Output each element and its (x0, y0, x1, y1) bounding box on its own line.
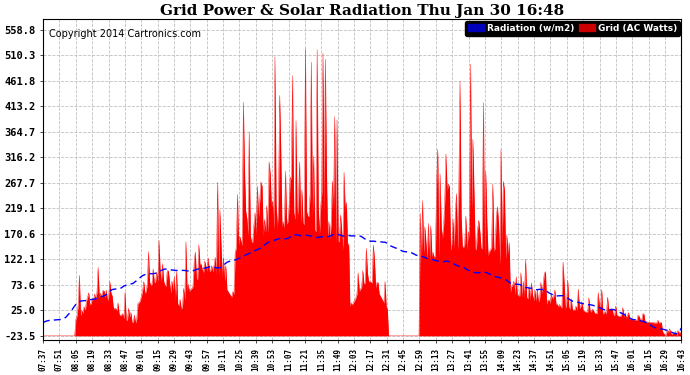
Text: Copyright 2014 Cartronics.com: Copyright 2014 Cartronics.com (50, 29, 201, 39)
Legend: Radiation (w/m2), Grid (AC Watts): Radiation (w/m2), Grid (AC Watts) (465, 21, 680, 36)
Title: Grid Power & Solar Radiation Thu Jan 30 16:48: Grid Power & Solar Radiation Thu Jan 30 … (160, 4, 564, 18)
